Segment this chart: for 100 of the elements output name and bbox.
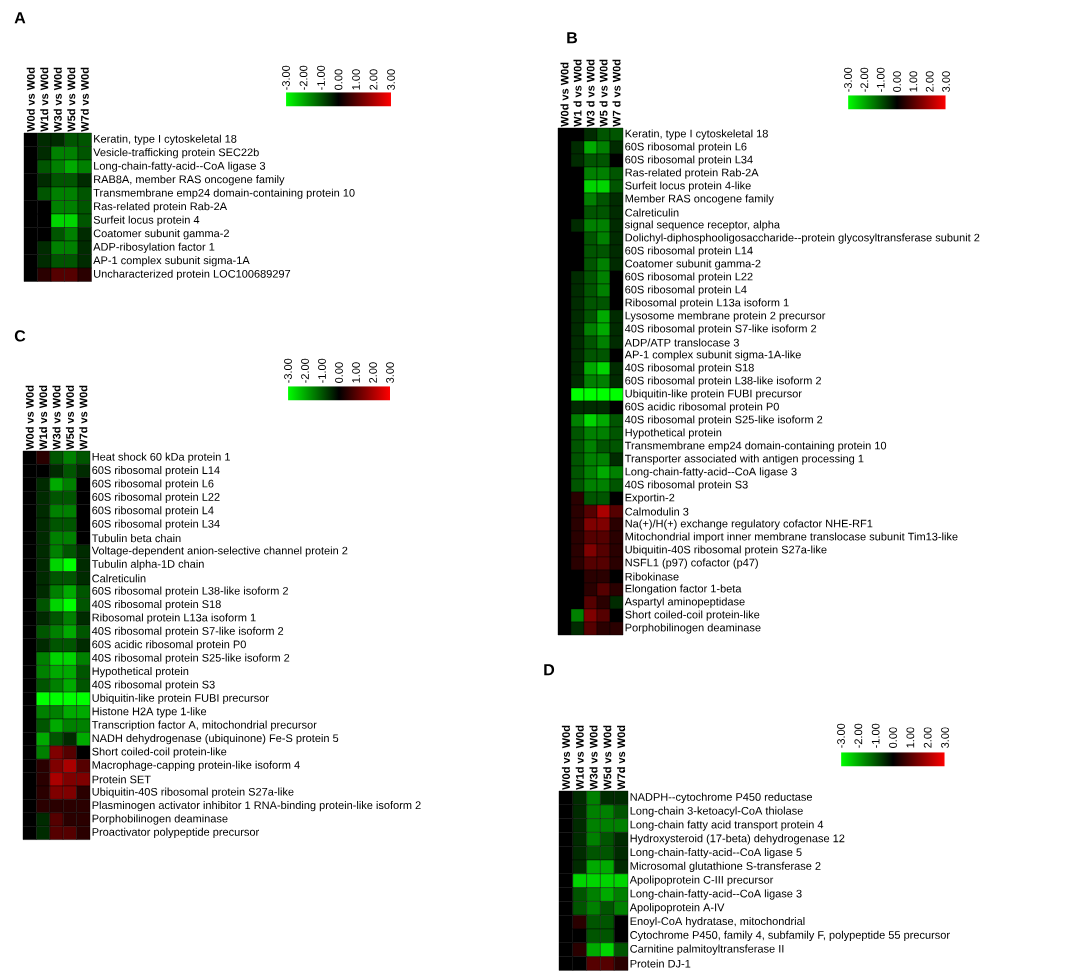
color-bar-label: 0.00 — [889, 727, 897, 748]
y-tick-label: Transcription factor A, mitochondrial precursor — [91, 720, 317, 731]
x-tick-label: W7 d vs W0d — [612, 59, 621, 127]
y-tick-label: 60S ribosomal protein L14 — [92, 465, 220, 477]
y-tick-label: Tubulin alpha-1D chain — [91, 559, 204, 571]
color-bar-label: -3.00 — [837, 723, 845, 748]
y-tick-label: 60S acidic ribosomal protein P0 — [625, 402, 779, 413]
y-tick-label: Ubiquitin-like protein FUBI precursor — [625, 389, 802, 400]
color-bar-label: -2.00 — [860, 67, 869, 92]
y-tick-label: 40S ribosomal protein S18 — [624, 363, 754, 374]
x-tick-label: W7d vs W0d — [617, 725, 626, 790]
y-tick-label: 60S ribosomal protein L14 — [625, 246, 753, 257]
y-tick-label: Cytochrome P450, family 4, subfamily F, polypeptide 55 precursor — [630, 930, 950, 942]
color-bar-label: 0.00 — [893, 71, 901, 92]
y-tick-label: Heat shock 60 kDa protein 1 — [92, 452, 230, 463]
chart-title: A — [14, 12, 26, 24]
y-tick-label: 60S ribosomal protein L22 — [625, 272, 753, 283]
y-tick-label: Calmodulin 3 — [625, 507, 689, 516]
y-tick-label: 60S ribosomal protein L6 — [92, 479, 214, 490]
y-tick-label: 60S ribosomal protein L38-like isoform 2 — [92, 586, 288, 597]
y-tick-label: Ribosomal protein L13a isoform 1 — [92, 613, 256, 624]
x-tick-label: W1 d vs W0d — [573, 59, 582, 127]
y-tick-label: Macrophage-capping protein-like isoform 4 — [92, 760, 300, 772]
y-tick-label: Dolichyl-diphosphooligosaccharide--protein glycosyltransferase subunit 2 — [625, 233, 980, 244]
y-tick-label: Hydroxysteroid (17-beta) dehydrogenase 12 — [630, 834, 845, 845]
y-tick-label: Uncharacterized protein LOC100689297 — [94, 269, 291, 280]
y-tick-label: Long-chain fatty acid transport protein 4 — [630, 820, 824, 831]
color-bar-label: 0.00 — [334, 69, 343, 90]
x-tick-label: W7d vs W0d — [79, 385, 88, 450]
y-tick-label: Long-chain-fatty-acid--CoA ligase 5 — [630, 847, 802, 859]
y-tick-label: Short coiled-coil protein-like — [625, 610, 760, 621]
y-tick-label: 40S ribosomal protein S7-like isoform 2 — [624, 324, 817, 335]
y-tick-label: Transmembrane emp24 domain-containing protein 10 — [93, 188, 355, 199]
y-tick-label: Vesicle-trafficking protein SEC22b — [93, 148, 259, 159]
y-tick-label: Voltage-dependent anion-selective channel protein 2 — [91, 546, 348, 557]
color-bar-label: -1.00 — [317, 65, 325, 90]
y-tick-label: 60S ribosomal protein L34 — [625, 155, 753, 166]
y-tick-label: Proactivator polypeptide precursor — [92, 827, 260, 839]
y-tick-label: 40S ribosomal protein S18 — [91, 599, 221, 611]
y-tick-label: Coatomer subunit gamma-2 — [625, 259, 761, 270]
y-tick-label: NADH dehydrogenase (ubiquinone) Fe-S protein 5 — [92, 733, 339, 745]
y-tick-label: Na(+)/H(+) exchange regulatory cofactor NHE-RF1 — [625, 519, 873, 530]
y-tick-label: ADP/ATP translocase 3 — [624, 338, 739, 347]
color-bar-label: -2.00 — [301, 358, 309, 383]
color-bar-label: -2.00 — [854, 723, 863, 748]
y-tick-label: Histone H2A type 1-like — [92, 707, 207, 718]
color-bar-label: 2.00 — [369, 362, 377, 383]
y-tick-label: Coatomer subunit gamma-2 — [93, 229, 229, 240]
x-tick-label: W0d vs W0d — [26, 67, 35, 132]
x-tick-label: W0d vs W0d — [25, 385, 34, 450]
y-tick-label: 40S ribosomal protein S3 — [624, 480, 748, 491]
y-tick-label: Porphobilinogen deaminase — [92, 814, 228, 825]
y-tick-label: 60S acidic ribosomal protein P0 — [92, 640, 246, 651]
y-tick-label: Long-chain-fatty-acid--CoA ligase 3 — [625, 467, 797, 478]
color-bar-label: -1.00 — [871, 723, 880, 748]
y-tick-label: Enoyl-CoA hydratase, mitochondrial — [630, 916, 805, 928]
y-tick-label: 40S ribosomal protein S25-like isoform 2 — [624, 415, 823, 426]
y-tick-label: signal sequence receptor, alpha — [625, 220, 781, 231]
y-tick-label: Keratin, type I cytoskeletal 18 — [625, 129, 768, 140]
x-tick-label: W0d vs W0d — [560, 62, 569, 127]
x-tick-label: W7d vs W0d — [80, 67, 89, 132]
y-tick-label: Plasminogen activator inhibitor 1 RNA-binding protein-like isoform 2 — [92, 800, 421, 812]
color-bar-label: 2.00 — [925, 71, 934, 92]
y-tick-label: Protein SET — [92, 775, 151, 784]
x-tick-label: W3d vs W0d — [52, 385, 61, 450]
y-tick-label: Ubiquitin-40S ribosomal protein S27a-like — [92, 787, 294, 798]
y-tick-label: Transmembrane emp24 domain-containing protein 10 — [624, 441, 887, 452]
y-tick-label: Calreticulin — [92, 574, 146, 583]
y-tick-label: Microsomal glutathione S-transferase 2 — [630, 861, 821, 873]
x-tick-label: W5 d vs W0d — [599, 59, 608, 127]
y-tick-label: Long-chain 3-ketoacyl-CoA thiolase — [630, 806, 803, 817]
color-bar-label: 3.00 — [386, 362, 394, 383]
y-tick-label: Keratin, type I cytoskeletal 18 — [94, 134, 237, 145]
y-tick-label: 60S ribosomal protein L22 — [92, 492, 220, 504]
x-tick-label: W5d vs W0d — [603, 725, 612, 790]
y-tick-label: AP-1 complex subunit sigma-1A — [93, 256, 250, 267]
y-tick-label: Aspartyl aminopeptidase — [624, 597, 745, 608]
x-tick-label: W3d vs W0d — [53, 67, 62, 132]
x-tick-label: W5d vs W0d — [65, 385, 74, 450]
y-tick-label: Porphobilinogen deaminase — [625, 623, 761, 634]
color-bar-label: 2.00 — [923, 727, 932, 748]
y-tick-label: Calreticulin — [625, 208, 679, 217]
color-bar-label: 1.00 — [906, 727, 915, 748]
y-tick-label: 40S ribosomal protein S25-like isoform 2 — [91, 653, 290, 664]
y-tick-label: Apolipoprotein C-III precursor — [629, 875, 774, 886]
color-bar-label: -3.00 — [844, 67, 852, 92]
y-tick-label: 60S ribosomal protein L4 — [92, 506, 214, 517]
color-bar-label: 1.00 — [352, 69, 360, 90]
color-bar-label: -1.00 — [318, 358, 326, 383]
color-bar-label: 1.00 — [352, 362, 360, 383]
y-tick-label: Elongation factor 1-beta — [625, 584, 742, 595]
y-tick-label: Ubiquitin-40S ribosomal protein S27a-like — [625, 545, 827, 556]
y-tick-label: AP-1 complex subunit sigma-1A-like — [624, 350, 801, 361]
color-bar-label: -1.00 — [876, 67, 885, 92]
y-tick-label: Ras-related protein Rab-2A — [94, 202, 228, 213]
y-tick-label: Long-chain-fatty-acid--CoA ligase 3 — [630, 889, 802, 900]
y-tick-label: 40S ribosomal protein S7-like isoform 2 — [91, 626, 284, 638]
x-tick-label: W0d vs W0d — [561, 725, 570, 790]
color-bar-label: 3.00 — [387, 69, 395, 90]
x-tick-label: W1d vs W0d — [575, 725, 584, 790]
